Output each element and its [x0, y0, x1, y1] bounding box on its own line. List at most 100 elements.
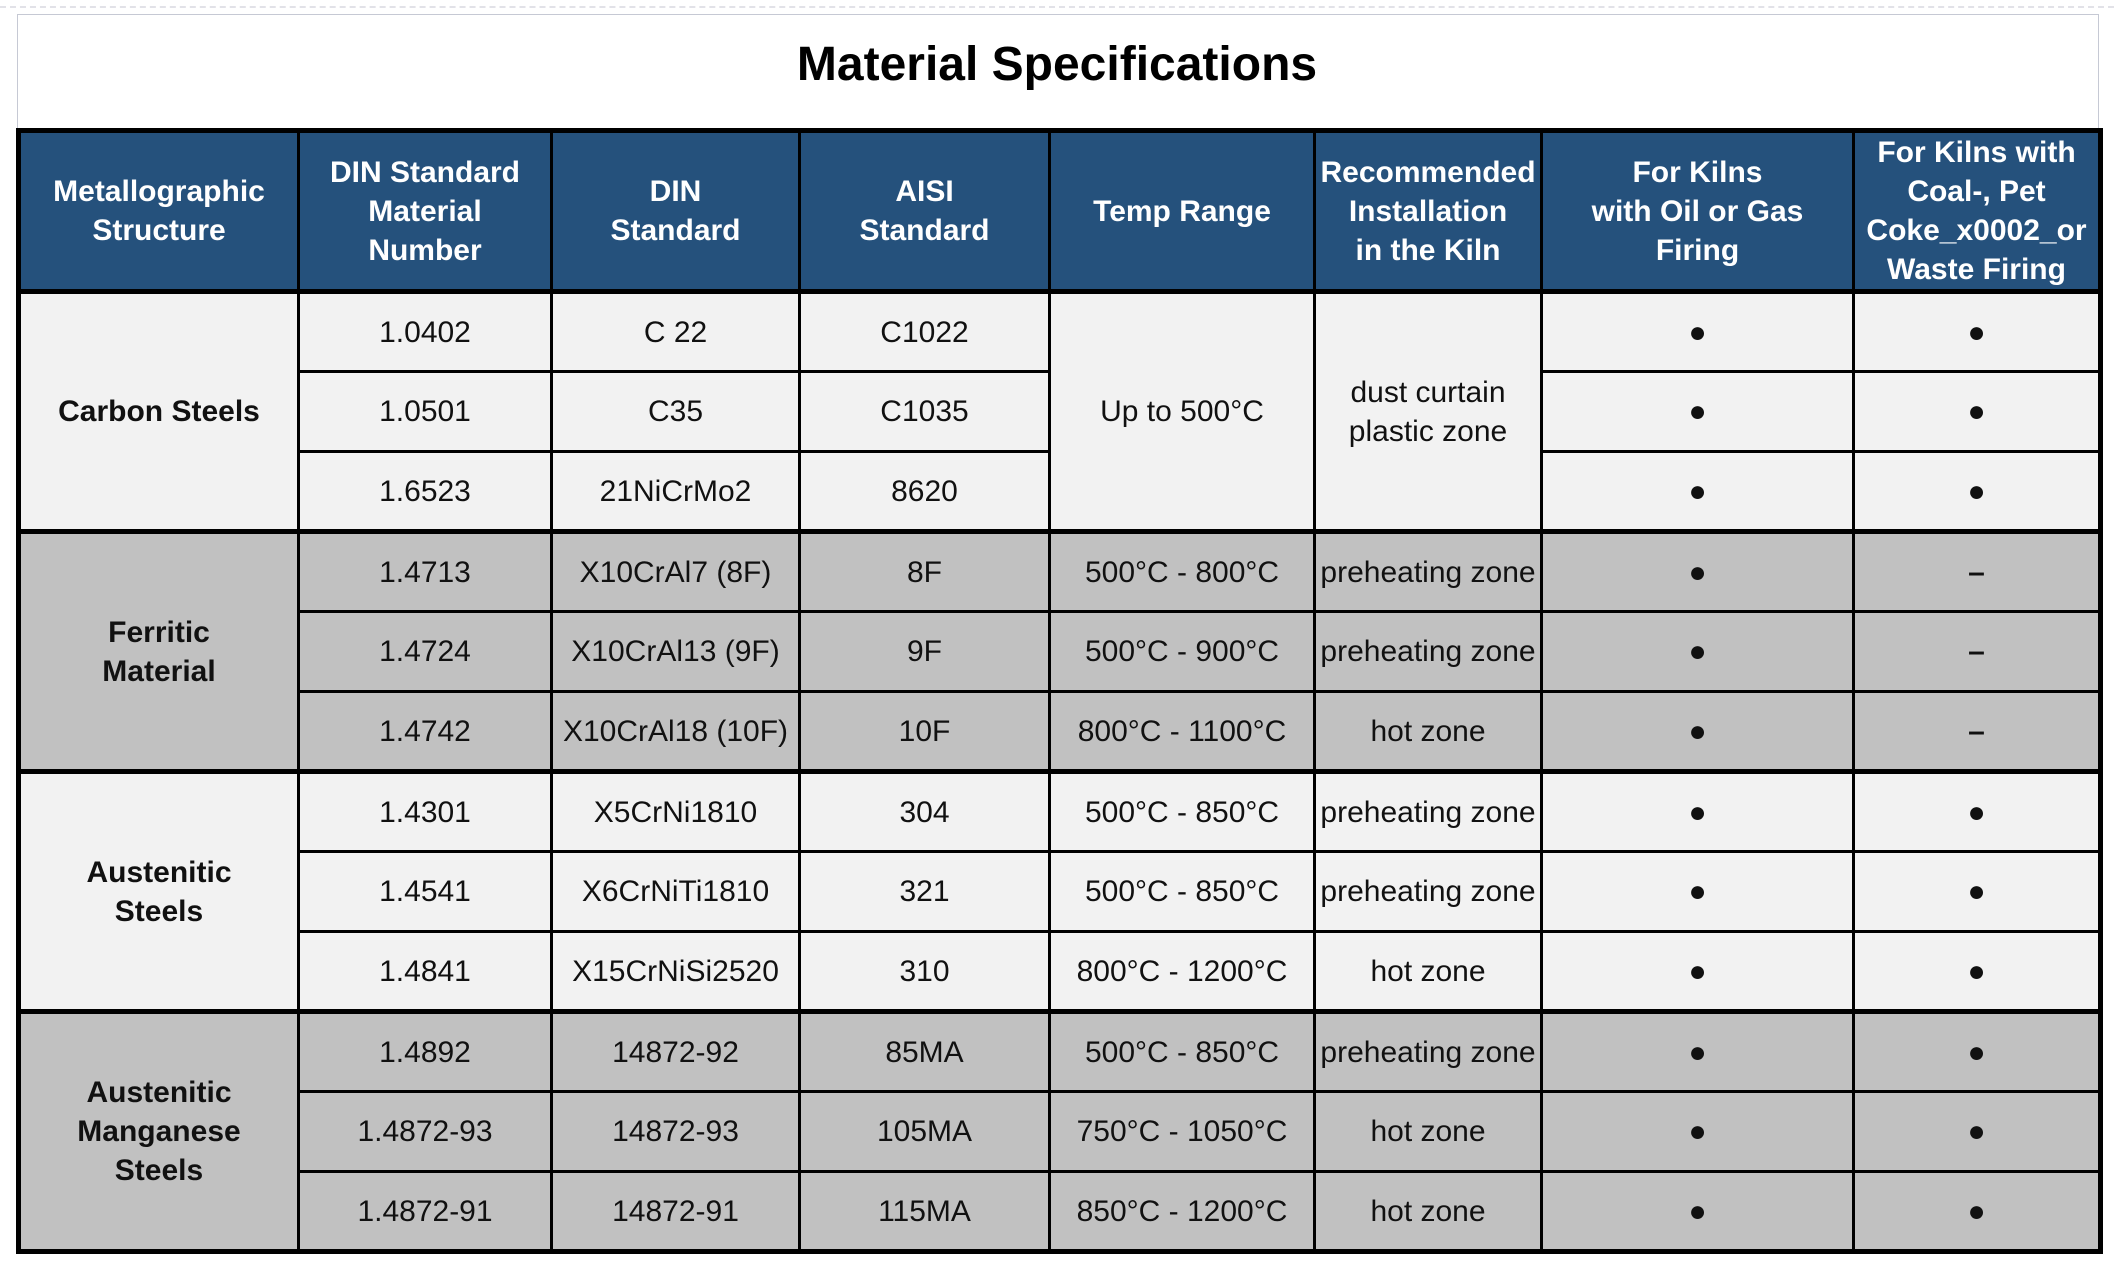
cell-temp-range: 500°C - 800°C: [1048, 529, 1316, 613]
table-row: 1.4872-93 14872-93 105MA 750°C - 1050°C …: [19, 1090, 2102, 1173]
cell-din-standard: X6CrNiTi1810: [550, 850, 801, 933]
cell-din-number: 1.4541: [297, 850, 553, 933]
cell-aisi: 85MA: [798, 1009, 1051, 1093]
cell-din-number: 1.0402: [297, 289, 553, 373]
cell-temp-range: 800°C - 1200°C: [1048, 930, 1316, 1013]
cell-coal-waste-mark: ●: [1852, 450, 2102, 533]
cell-install-zone: preheating zone: [1313, 610, 1543, 693]
table-row: Ferritic Material 1.4713 X10CrAl7 (8F) 8…: [17, 529, 2102, 773]
col-header-coal-waste-firing: For Kilns with Coal-, Pet Coke_x0002_or …: [1852, 129, 2102, 293]
cell-coal-waste-mark: ●: [1852, 1090, 2102, 1173]
cell-install-zone: hot zone: [1313, 1170, 1543, 1253]
cell-din-number: 1.4892: [297, 1009, 553, 1093]
cell-din-number: 1.4713: [297, 529, 553, 613]
cell-din-number: 1.0501: [297, 370, 553, 453]
cell-aisi: 105MA: [798, 1090, 1051, 1173]
table-row: 1.4742 X10CrAl18 (10F) 10F 800°C - 1100°…: [19, 690, 2102, 773]
cell-temp-range: 850°C - 1200°C: [1048, 1170, 1316, 1253]
cell-oil-gas-mark: ●: [1540, 370, 1855, 453]
cell-oil-gas-mark: ●: [1540, 930, 1855, 1013]
cell-aisi: 310: [798, 930, 1051, 1013]
cell-oil-gas-mark: ●: [1540, 1009, 1855, 1093]
col-header-oil-gas-firing: For Kilns with Oil or Gas Firing: [1540, 129, 1855, 293]
cell-install-zone: preheating zone: [1313, 1009, 1543, 1093]
cell-din-standard: X5CrNi1810: [550, 769, 801, 853]
cell-oil-gas-mark: ●: [1540, 610, 1855, 693]
cell-aisi: 8620: [798, 450, 1051, 533]
cell-coal-waste-mark: ●: [1852, 850, 2102, 933]
cell-coal-waste-mark: ●: [1852, 289, 2102, 373]
cell-aisi: 8F: [798, 529, 1051, 613]
cell-install-zone: hot zone: [1313, 690, 1543, 773]
cell-aisi: 10F: [798, 690, 1051, 773]
cell-temp-range-merged: Up to 500°C: [1048, 289, 1316, 533]
cell-oil-gas-mark: ●: [1540, 529, 1855, 613]
cell-coal-waste-mark: –: [1852, 690, 2102, 773]
cell-aisi: 115MA: [798, 1170, 1051, 1253]
group-label-ferritic-material: Ferritic Material: [17, 529, 300, 773]
cell-aisi: C1035: [798, 370, 1051, 453]
table-row: Carbon Steels 1.0402 C 22 C1022 Up to 50…: [17, 289, 2102, 533]
cell-din-number: 1.4742: [297, 690, 553, 773]
cell-install-zone: preheating zone: [1313, 529, 1543, 613]
col-header-temp-range: Temp Range: [1048, 129, 1316, 293]
cell-din-number: 1.4301: [297, 769, 553, 853]
cell-din-number: 1.4724: [297, 610, 553, 693]
cell-temp-range: 500°C - 900°C: [1048, 610, 1316, 693]
cell-aisi: 321: [798, 850, 1051, 933]
col-header-aisi-standard: AISI Standard: [798, 129, 1051, 293]
col-header-din-standard: DIN Standard: [550, 129, 801, 293]
cell-temp-range: 500°C - 850°C: [1048, 1009, 1316, 1093]
col-header-metallographic-structure: Metallographic Structure: [17, 129, 300, 293]
cell-oil-gas-mark: ●: [1540, 690, 1855, 773]
table-row: 1.6523 21NiCrMo2 8620 ● ●: [19, 450, 2102, 533]
cell-din-standard: C35: [550, 370, 801, 453]
cell-din-number: 1.4841: [297, 930, 553, 1013]
cell-coal-waste-mark: ●: [1852, 769, 2102, 853]
header-row: Metallographic Structure DIN Standard Ma…: [17, 129, 2102, 293]
col-header-installation: Recommended Installation in the Kiln: [1313, 129, 1543, 293]
group-label-austenitic-manganese-steels: Austenitic Manganese Steels: [17, 1009, 300, 1253]
cell-install-zone: hot zone: [1313, 1090, 1543, 1173]
cell-din-standard: 21NiCrMo2: [550, 450, 801, 533]
cell-oil-gas-mark: ●: [1540, 450, 1855, 533]
title-frame: [17, 14, 2099, 129]
table-row: Austenitic Steels 1.4301 X5CrNi1810 304 …: [17, 769, 2102, 1013]
cell-coal-waste-mark: ●: [1852, 1170, 2102, 1253]
cell-oil-gas-mark: ●: [1540, 1170, 1855, 1253]
cell-oil-gas-mark: ●: [1540, 1090, 1855, 1173]
cell-install-zone: preheating zone: [1313, 769, 1543, 853]
cell-din-number: 1.4872-93: [297, 1090, 553, 1173]
page-break-dashes: [0, 6, 2114, 8]
cell-din-standard: X15CrNiSi2520: [550, 930, 801, 1013]
cell-temp-range: 800°C - 1100°C: [1048, 690, 1316, 773]
cell-coal-waste-mark: ●: [1852, 370, 2102, 453]
cell-din-number: 1.6523: [297, 450, 553, 533]
cell-install-zone: hot zone: [1313, 930, 1543, 1013]
cell-oil-gas-mark: ●: [1540, 769, 1855, 853]
cell-coal-waste-mark: –: [1852, 529, 2102, 613]
cell-install-zone: preheating zone: [1313, 850, 1543, 933]
material-specifications-table: Metallographic Structure DIN Standard Ma…: [16, 128, 2103, 1254]
cell-din-standard: X10CrAl13 (9F): [550, 610, 801, 693]
cell-temp-range: 750°C - 1050°C: [1048, 1090, 1316, 1173]
cell-aisi: C1022: [798, 289, 1051, 373]
cell-din-number: 1.4872-91: [297, 1170, 553, 1253]
cell-install-zone-merged: dust curtain plastic zone: [1313, 289, 1543, 533]
cell-coal-waste-mark: ●: [1852, 1009, 2102, 1093]
cell-din-standard: X10CrAl18 (10F): [550, 690, 801, 773]
cell-coal-waste-mark: –: [1852, 610, 2102, 693]
cell-oil-gas-mark: ●: [1540, 850, 1855, 933]
group-label-carbon-steels: Carbon Steels: [17, 289, 300, 533]
cell-aisi: 304: [798, 769, 1051, 853]
cell-din-standard: X10CrAl7 (8F): [550, 529, 801, 613]
cell-din-standard: C 22: [550, 289, 801, 373]
table-row: 1.4841 X15CrNiSi2520 310 800°C - 1200°C …: [19, 930, 2102, 1013]
table-row: 1.0501 C35 C1035 ● ●: [19, 370, 2102, 453]
table-row: Austenitic Manganese Steels 1.4892 14872…: [17, 1009, 2102, 1253]
cell-din-standard: 14872-91: [550, 1170, 801, 1253]
cell-aisi: 9F: [798, 610, 1051, 693]
cell-din-standard: 14872-93: [550, 1090, 801, 1173]
cell-coal-waste-mark: ●: [1852, 930, 2102, 1013]
